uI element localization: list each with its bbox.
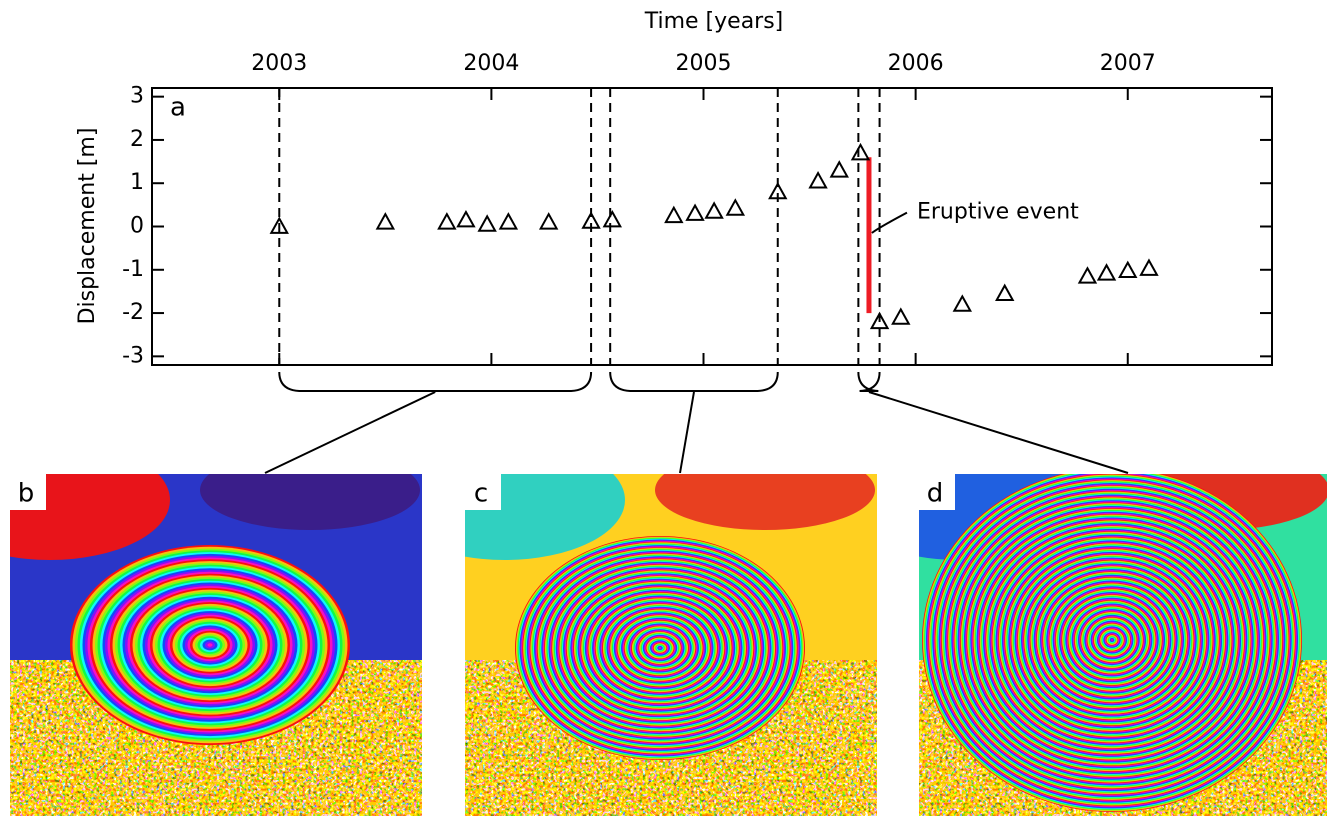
point bbox=[768, 181, 788, 200]
annotation: Eruptive event bbox=[917, 200, 1079, 225]
y-tick-label: -1 bbox=[122, 257, 144, 282]
point bbox=[1118, 260, 1138, 279]
y-tick-label: 0 bbox=[130, 214, 144, 239]
point bbox=[437, 212, 457, 230]
point bbox=[664, 205, 684, 224]
panel-label: a bbox=[170, 93, 186, 123]
point bbox=[477, 214, 497, 232]
panel-label: d bbox=[927, 479, 944, 509]
bracket bbox=[609, 371, 779, 392]
interferogram: d bbox=[919, 474, 1327, 816]
bracket bbox=[857, 371, 881, 392]
point bbox=[808, 170, 828, 189]
point bbox=[952, 294, 973, 312]
y-tick-label: 2 bbox=[130, 127, 144, 152]
panel-label: c bbox=[474, 479, 488, 509]
point bbox=[581, 211, 601, 229]
y-tick-label: -3 bbox=[122, 343, 144, 368]
point bbox=[995, 283, 1015, 301]
panel-label: b bbox=[18, 479, 35, 509]
point bbox=[704, 201, 724, 219]
point bbox=[725, 198, 746, 216]
bracket bbox=[278, 371, 593, 392]
point bbox=[891, 307, 911, 325]
connector bbox=[868, 391, 1129, 474]
background-blob bbox=[655, 474, 875, 530]
background-blob bbox=[465, 474, 625, 560]
interferograms: b c d bbox=[10, 474, 1327, 816]
fringe bbox=[1111, 639, 1113, 641]
point bbox=[829, 160, 849, 178]
point bbox=[869, 311, 890, 330]
panel-label-box bbox=[10, 474, 46, 510]
point bbox=[456, 209, 476, 228]
annotation-arrow bbox=[871, 211, 908, 234]
x-tick-label: 2007 bbox=[1100, 51, 1156, 76]
y-tick-label: -2 bbox=[122, 300, 144, 325]
background-blob bbox=[200, 474, 420, 530]
point bbox=[1096, 263, 1117, 281]
interferogram: c bbox=[465, 474, 877, 816]
point bbox=[685, 203, 705, 221]
x-tick-label: 2003 bbox=[251, 51, 307, 76]
point bbox=[1139, 258, 1159, 276]
y-tick-label: 3 bbox=[130, 84, 144, 109]
background-blob bbox=[10, 474, 170, 560]
panel-label-box bbox=[919, 474, 955, 510]
point bbox=[375, 212, 396, 230]
point bbox=[602, 209, 623, 228]
connector bbox=[264, 391, 436, 474]
fringe bbox=[207, 643, 213, 647]
x-tick-label: 2006 bbox=[888, 51, 944, 76]
fringe bbox=[659, 647, 661, 649]
point bbox=[850, 142, 871, 161]
y-tick-label: 1 bbox=[130, 170, 144, 195]
point bbox=[1077, 266, 1098, 284]
panel-label-box bbox=[465, 474, 501, 510]
connector bbox=[679, 391, 695, 474]
point bbox=[498, 212, 519, 230]
point bbox=[538, 212, 559, 230]
x-tick-label: 2004 bbox=[463, 51, 519, 76]
interferogram: b bbox=[10, 474, 422, 816]
plot-frame bbox=[151, 87, 1273, 366]
y-axis-title: Displacement [m] bbox=[75, 128, 100, 325]
x-tick-label: 2005 bbox=[676, 51, 732, 76]
x-axis-title: Time [years] bbox=[644, 9, 784, 34]
point bbox=[269, 216, 289, 234]
